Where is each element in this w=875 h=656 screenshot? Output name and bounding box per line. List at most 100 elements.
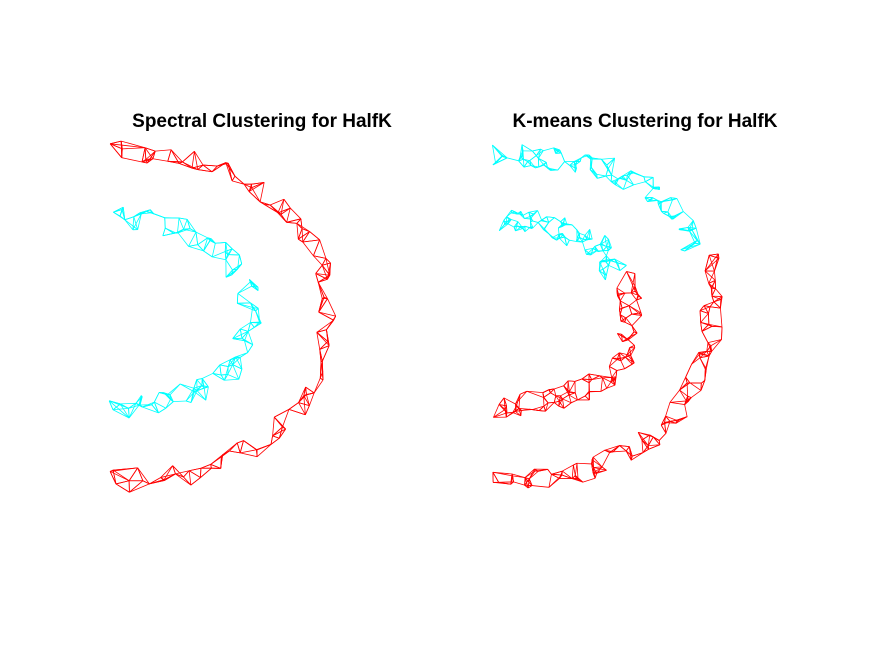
graph-edge bbox=[657, 200, 659, 205]
graph-edge bbox=[151, 404, 159, 414]
graph-edge bbox=[575, 161, 581, 165]
graph-edge bbox=[540, 148, 544, 152]
graph-edge bbox=[626, 180, 634, 186]
graph-edge bbox=[145, 209, 151, 212]
graph-edge bbox=[121, 140, 146, 149]
graph-edge bbox=[256, 444, 272, 451]
graph-edge bbox=[636, 299, 642, 313]
graph-edge bbox=[506, 157, 519, 162]
graph-edge bbox=[560, 391, 568, 397]
graph-edge bbox=[550, 392, 557, 397]
graph-edge bbox=[225, 254, 228, 260]
graph-edge bbox=[571, 399, 578, 404]
graph-edge bbox=[274, 409, 290, 418]
graph-edge bbox=[553, 402, 559, 407]
graph-edge bbox=[498, 220, 505, 231]
graph-edge bbox=[601, 466, 607, 471]
graph-edge bbox=[144, 147, 156, 152]
graph-edge bbox=[239, 357, 243, 370]
graph-edge bbox=[112, 469, 130, 482]
graph-edge bbox=[607, 157, 616, 170]
graph-edge bbox=[492, 471, 513, 477]
graph-edge bbox=[581, 378, 590, 384]
cluster-cyan-1 bbox=[498, 209, 627, 281]
graph-edge bbox=[555, 395, 560, 402]
graph-edge bbox=[704, 270, 716, 281]
graph-edge bbox=[180, 383, 194, 389]
graph-edge bbox=[669, 419, 677, 422]
graph-edge bbox=[227, 248, 233, 255]
graph-edge bbox=[321, 345, 330, 362]
graph-edge bbox=[141, 158, 154, 163]
graph-edge bbox=[610, 260, 627, 266]
graph-edge bbox=[309, 231, 320, 241]
graph-edge bbox=[657, 200, 662, 203]
graph-edge bbox=[235, 356, 243, 370]
graph-edge bbox=[620, 317, 627, 322]
graph-edge bbox=[612, 445, 620, 453]
graph-edge bbox=[528, 211, 535, 215]
graph-edge bbox=[713, 301, 721, 309]
graph-edge bbox=[183, 228, 197, 233]
graph-edge bbox=[636, 297, 642, 301]
graph-edge bbox=[574, 463, 578, 476]
graph-edge bbox=[610, 258, 615, 261]
graph-edge bbox=[648, 444, 660, 447]
graph-edge bbox=[706, 342, 709, 352]
graph-edge bbox=[667, 199, 673, 213]
graph-edge bbox=[624, 363, 633, 370]
graph-edge bbox=[701, 331, 709, 343]
graph-edge bbox=[286, 218, 301, 223]
graph-edge bbox=[167, 383, 181, 396]
graph-edge bbox=[599, 261, 604, 270]
graph-edge bbox=[584, 391, 590, 397]
graph-edge bbox=[647, 200, 658, 203]
graph-edge bbox=[591, 459, 603, 468]
graph-edge bbox=[597, 175, 606, 179]
graph-edge bbox=[237, 293, 251, 304]
graph-edge bbox=[665, 421, 671, 434]
graph-edge bbox=[532, 222, 539, 229]
graph-edge bbox=[584, 229, 591, 236]
graph-edge bbox=[605, 250, 609, 256]
graph-edge bbox=[708, 345, 712, 356]
graph-edge bbox=[616, 271, 627, 289]
graph-edge bbox=[545, 402, 549, 412]
graph-edge bbox=[318, 278, 328, 283]
graph-edge bbox=[164, 217, 166, 229]
graph-edge bbox=[493, 412, 507, 418]
graph-edge bbox=[547, 167, 553, 171]
graph-edge bbox=[576, 240, 578, 242]
graph-edge bbox=[241, 331, 249, 339]
graph-edge bbox=[715, 288, 723, 297]
graph-edge bbox=[222, 450, 230, 456]
graph-edge bbox=[178, 163, 193, 169]
graph-edge bbox=[145, 150, 156, 160]
graph-edge bbox=[498, 397, 505, 405]
graph-edge bbox=[492, 156, 503, 166]
graph-edge bbox=[679, 377, 686, 391]
graph-edge bbox=[543, 222, 550, 230]
graph-edge bbox=[317, 282, 323, 299]
graph-edge bbox=[515, 211, 520, 215]
graph-edge bbox=[630, 292, 637, 301]
graph-edge bbox=[631, 325, 638, 334]
graph-edge bbox=[652, 436, 661, 445]
graph-edge bbox=[524, 477, 533, 486]
graph-edge bbox=[588, 373, 593, 380]
graph-edge bbox=[707, 339, 722, 344]
graph-edge bbox=[555, 149, 561, 154]
graph-edge bbox=[569, 165, 576, 173]
graph-edge bbox=[538, 405, 545, 411]
graph-edge bbox=[316, 331, 329, 342]
graph-edge bbox=[318, 311, 334, 321]
graph-edge bbox=[250, 302, 259, 309]
graph-edge bbox=[602, 246, 607, 251]
graph-edge bbox=[630, 273, 636, 293]
graph-edge bbox=[227, 374, 239, 380]
graph-edge bbox=[553, 147, 557, 154]
graph-edge bbox=[669, 389, 680, 403]
graph-edge bbox=[137, 213, 142, 230]
graph-edge bbox=[493, 409, 506, 418]
